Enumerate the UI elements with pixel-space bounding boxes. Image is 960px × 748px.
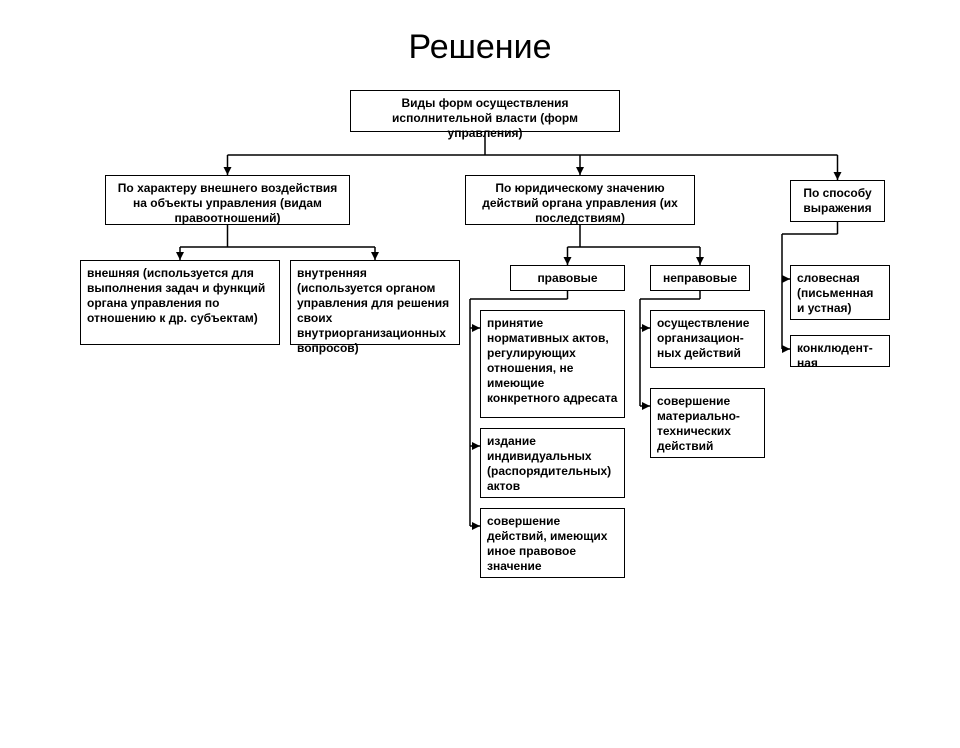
diagram-canvas: Виды форм осуществления исполнительной в…	[0, 75, 960, 715]
node-c2b2: совершение материально-технических дейст…	[650, 388, 765, 458]
node-cat1: По характеру внешнего воздействия на объ…	[105, 175, 350, 225]
node-c2a3: совершение действий, имеющих иное правов…	[480, 508, 625, 578]
node-c3b: конклюдент-ная	[790, 335, 890, 367]
node-c2a2: издание индивидуальных (распорядительных…	[480, 428, 625, 498]
node-c1a: внешняя (используется для выполнения зад…	[80, 260, 280, 345]
node-c2a1: принятие нормативных актов, регулирующих…	[480, 310, 625, 418]
page-title: Решение	[0, 28, 960, 67]
node-c2a: правовые	[510, 265, 625, 291]
node-c3a: словесная (письменная и устная)	[790, 265, 890, 320]
node-cat2: По юридическому значению действий органа…	[465, 175, 695, 225]
node-c2b: неправовые	[650, 265, 750, 291]
node-c2b1: осуществление организацион-ных действий	[650, 310, 765, 368]
node-c1b: внутренняя (используется органом управле…	[290, 260, 460, 345]
node-cat3: По способу выражения	[790, 180, 885, 222]
node-root: Виды форм осуществления исполнительной в…	[350, 90, 620, 132]
